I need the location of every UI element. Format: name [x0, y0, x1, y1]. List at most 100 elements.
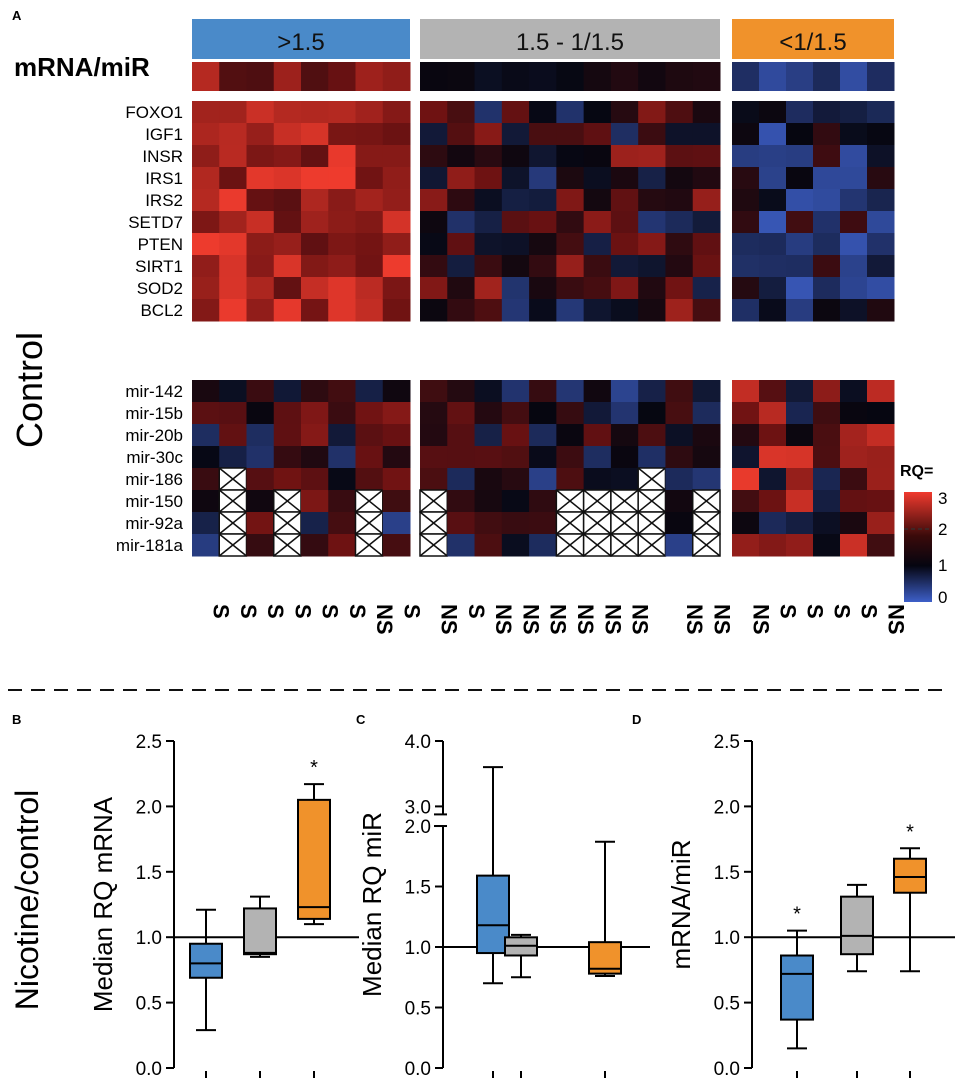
heat-cell — [610, 211, 639, 234]
heat-cell — [732, 189, 760, 212]
heat-cell — [501, 446, 530, 469]
heat-cell — [501, 402, 530, 425]
heat-cell — [447, 424, 476, 447]
rq-legend: RQ= 3 2 1 0 — [900, 463, 947, 607]
heat-cell — [638, 277, 666, 300]
group-header-1 — [420, 19, 720, 59]
y-tick-label: 1.0 — [136, 928, 162, 949]
heat-cell — [328, 255, 356, 278]
heat-cell — [867, 512, 895, 535]
heat-cell — [382, 490, 411, 513]
heat-cell — [328, 512, 356, 535]
heat-cell — [192, 490, 220, 513]
heat-cell — [447, 211, 476, 234]
heat-cell — [665, 211, 694, 234]
heat-cell — [867, 468, 895, 491]
heat-cell — [786, 255, 814, 278]
heat-cell — [610, 145, 639, 168]
heat-cell — [813, 468, 841, 491]
heat-cell — [867, 402, 895, 425]
heat-cell-cross — [583, 511, 612, 535]
heat-cell — [273, 145, 302, 168]
heat-cell — [840, 211, 868, 234]
heat-cell-cross — [637, 511, 666, 535]
box-chart-d: mRNA/miR 0.0 0.5 1.0 1.5 2.0 2.5 * * — [666, 732, 955, 1078]
heat-cell — [786, 233, 814, 256]
y-tick-label: 2.0 — [405, 817, 431, 838]
heat-cell — [610, 101, 639, 124]
heat-cell — [273, 211, 302, 234]
heat-cell — [692, 468, 721, 491]
heat-cell — [246, 277, 275, 300]
heat-cell — [273, 123, 302, 146]
ratio-bar-cell — [840, 62, 868, 91]
heat-cell — [732, 101, 760, 124]
heat-cell — [501, 424, 530, 447]
heat-cell — [556, 255, 585, 278]
smoker-status-label: S — [263, 604, 288, 619]
heat-cell — [732, 123, 760, 146]
heat-cell — [420, 101, 448, 124]
legend-title: RQ= — [900, 463, 933, 480]
ratio-bar-cell — [813, 62, 841, 91]
heat-cell — [732, 424, 760, 447]
heat-cell — [301, 512, 329, 535]
heat-cell — [447, 167, 476, 190]
heat-cell — [665, 123, 694, 146]
heat-cell — [840, 189, 868, 212]
heat-cell — [786, 123, 814, 146]
heat-cell-cross — [218, 467, 247, 491]
heat-cell — [732, 145, 760, 168]
heat-cell — [665, 380, 694, 403]
heat-cell — [529, 277, 557, 300]
heat-cell — [328, 211, 356, 234]
heat-cell — [219, 446, 247, 469]
smoker-status-label: NS — [437, 604, 462, 635]
heat-cell — [692, 167, 721, 190]
heat-cell — [192, 380, 220, 403]
heat-cell — [192, 512, 220, 535]
smoker-status-label: S — [857, 604, 882, 619]
heat-cell — [529, 167, 557, 190]
heat-cell — [246, 380, 275, 403]
heat-cell — [610, 233, 639, 256]
heat-cell — [219, 167, 247, 190]
heat-cell — [474, 490, 503, 513]
heat-cell — [759, 380, 787, 403]
ratio-bar-cell — [759, 62, 787, 91]
heat-cell — [786, 446, 814, 469]
heat-cell — [420, 468, 448, 491]
heat-cell — [447, 534, 476, 557]
heat-cell — [759, 277, 787, 300]
y-tick-label: 2.5 — [136, 732, 162, 753]
heat-cell — [474, 299, 503, 322]
heat-cell — [692, 123, 721, 146]
heat-cell — [759, 167, 787, 190]
legend-tick-2: 2 — [938, 520, 947, 539]
heat-cell — [556, 101, 585, 124]
heat-cell — [382, 101, 411, 124]
heat-cell — [692, 255, 721, 278]
heat-cell — [813, 277, 841, 300]
gene-label-pten: PTEN — [138, 235, 183, 254]
y-tick-label: 1.0 — [714, 928, 740, 949]
ratio-bar-cell — [219, 62, 247, 91]
heat-cell — [529, 380, 557, 403]
heat-cell — [273, 380, 302, 403]
heat-cell — [867, 167, 895, 190]
ratio-bar-cell — [556, 62, 585, 91]
heat-cell — [474, 123, 503, 146]
mir-label-mir-186: mir-186 — [125, 470, 183, 489]
heat-cell — [610, 123, 639, 146]
heat-cell-cross — [355, 533, 384, 557]
heat-cell — [867, 380, 895, 403]
heat-cell — [840, 512, 868, 535]
smoker-status-label: NS — [491, 604, 516, 635]
heat-cell — [301, 446, 329, 469]
heat-cell — [192, 424, 220, 447]
heat-cell — [501, 233, 530, 256]
heat-cell — [355, 167, 384, 190]
heat-cell — [328, 402, 356, 425]
smoker-status-label: S — [830, 604, 855, 619]
smoker-status-label: S — [803, 604, 828, 619]
